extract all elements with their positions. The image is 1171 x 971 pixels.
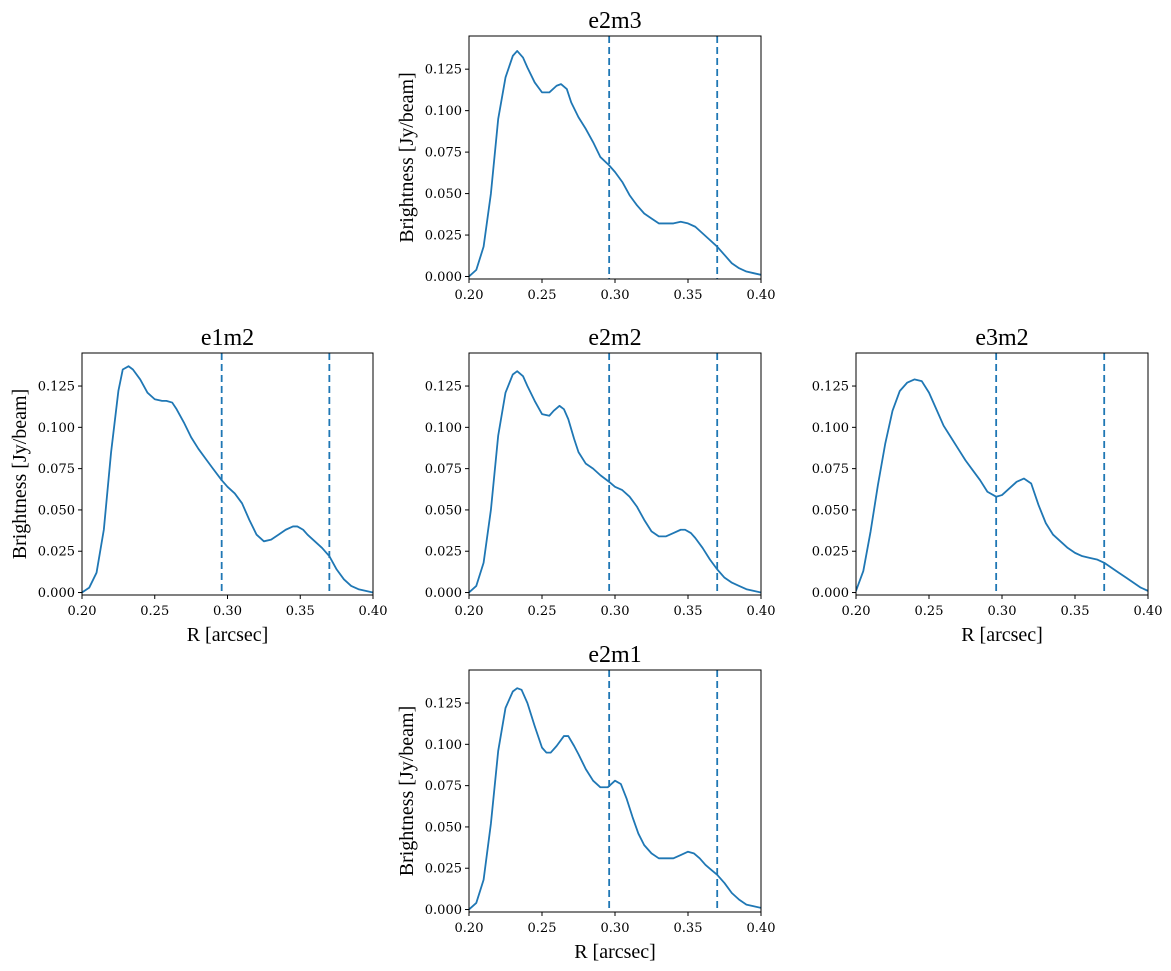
panel-e2m1-xtick-label: 0.25 (528, 921, 557, 936)
panel-e1m2-xtick-label: 0.30 (213, 604, 242, 619)
panel-e1m2-ytick-label: 0.025 (38, 545, 75, 560)
panel-e1m2-title: e1m2 (201, 325, 254, 351)
panel-e1m2-xtick-label: 0.40 (359, 604, 388, 619)
panel-e2m2-ytick-label: 0.000 (425, 586, 462, 601)
panel-e2m2-xtick-label: 0.20 (455, 604, 484, 619)
panel-e2m3-series-line (469, 50, 761, 278)
panel-e2m3-ytick-label: 0.075 (425, 146, 462, 161)
panel-e1m2-xtick-label: 0.20 (68, 604, 97, 619)
panel-e2m2-ytick-label: 0.125 (425, 380, 462, 395)
panel-e2m1-xtick-label: 0.30 (601, 921, 630, 936)
panel-e2m1-xtick-label: 0.20 (455, 921, 484, 936)
panel-e2m2-ytick-label: 0.100 (425, 421, 462, 436)
panel-e3m2-title: e3m2 (975, 325, 1028, 351)
panel-e3m2-ytick-label: 0.025 (812, 545, 849, 560)
panel-e1m2-ytick-label: 0.100 (38, 421, 75, 436)
panel-e2m2-xtick-label: 0.25 (528, 604, 557, 619)
panel-e1m2-ylabel: Brightness [Jy/beam] (9, 389, 31, 560)
panel-e2m1-xlabel: R [arcsec] (574, 941, 656, 963)
panel-e2m1-series-line (469, 687, 761, 911)
panel-e3m2-xtick-label: 0.30 (988, 604, 1017, 619)
panel-e2m3-xtick-label: 0.20 (455, 288, 484, 303)
panel-e1m2-ytick-label: 0.125 (38, 380, 75, 395)
panel-e2m1-title: e2m1 (588, 642, 641, 668)
panel-e2m3-xtick-label: 0.25 (528, 288, 557, 303)
panel-e3m2-ytick-label: 0.125 (812, 380, 849, 395)
panel-e2m3-ytick-label: 0.100 (425, 104, 462, 119)
panel-e3m2: e3m2 0.20 0.25 0.30 0.35 0.40 0.000 0.025 0.050 0… (812, 325, 1163, 646)
panel-e1m2-ytick-label: 0.000 (38, 586, 75, 601)
panel-e1m2-ytick-label: 0.050 (38, 503, 75, 518)
panel-e2m1-ylabel: Brightness [Jy/beam] (396, 706, 418, 877)
panel-e2m3-xtick-label: 0.30 (601, 288, 630, 303)
panel-e2m3-ytick-label: 0.000 (425, 270, 462, 285)
panel-e3m2-series-line (856, 378, 1148, 592)
panel-e2m2-xtick-label: 0.30 (601, 604, 630, 619)
panel-e2m1-ytick-label: 0.000 (425, 903, 462, 918)
panel-e2m3-xtick-label: 0.35 (674, 288, 703, 303)
panel-e2m2-xtick-label: 0.40 (747, 604, 776, 619)
panel-e2m2-xtick-label: 0.35 (674, 604, 703, 619)
panel-e1m2-series-line (82, 365, 373, 594)
panel-e2m2-series-line (469, 370, 761, 594)
panel-e1m2: e1m2 0.20 0.25 0.30 0.35 0.40 0.000 0.025 0.050 0… (9, 325, 387, 646)
panel-e2m1-ytick-label: 0.100 (425, 738, 462, 753)
panel-e2m3-xtick-label: 0.40 (747, 288, 776, 303)
panel-e3m2-xlabel: R [arcsec] (961, 624, 1043, 646)
panel-e2m2-ytick-label: 0.075 (425, 462, 462, 477)
panel-e2m2-ytick-label: 0.025 (425, 545, 462, 560)
panel-e1m2-ytick-label: 0.075 (38, 462, 75, 477)
panel-e2m3-ytick-label: 0.025 (425, 229, 462, 244)
panel-e2m3-title: e2m3 (588, 8, 641, 34)
panel-e2m1-ytick-label: 0.125 (425, 697, 462, 712)
panel-e3m2-xtick-label: 0.35 (1061, 604, 1090, 619)
panel-e2m1-ytick-label: 0.050 (425, 820, 462, 835)
panel-e3m2-xtick-label: 0.25 (915, 604, 944, 619)
panel-e2m1-xtick-label: 0.40 (747, 921, 776, 936)
panel-e2m1: e2m1 0.20 0.25 0.30 0.35 0.40 0.000 0.025 0.050 0… (396, 642, 775, 963)
panel-e2m1-xtick-label: 0.35 (674, 921, 703, 936)
panel-e3m2-ytick-label: 0.075 (812, 462, 849, 477)
panel-e2m2: e2m2 0.20 0.25 0.30 0.35 0.40 0.000 0.025 0.050 0… (425, 325, 776, 619)
panel-e2m1-ytick-label: 0.075 (425, 779, 462, 794)
panel-e3m2-ytick-label: 0.050 (812, 503, 849, 518)
panel-e2m1-ytick-label: 0.025 (425, 862, 462, 877)
panel-e1m2-xtick-label: 0.35 (286, 604, 315, 619)
panel-e1m2-xtick-label: 0.25 (140, 604, 169, 619)
panel-e3m2-ytick-label: 0.000 (812, 586, 849, 601)
panel-e2m3-ytick-label: 0.125 (425, 63, 462, 78)
panel-e2m2-ytick-label: 0.050 (425, 503, 462, 518)
panel-e2m3: e2m3 0.20 0.25 0.30 0.35 0.40 0.000 0.025 0.050 0… (396, 8, 775, 303)
panel-e2m3-ylabel: Brightness [Jy/beam] (396, 72, 418, 243)
panel-e3m2-ytick-label: 0.100 (812, 421, 849, 436)
panel-e3m2-xtick-label: 0.40 (1134, 604, 1163, 619)
panel-e2m3-ytick-label: 0.050 (425, 187, 462, 202)
panel-e1m2-xlabel: R [arcsec] (187, 624, 269, 646)
panel-e2m2-title: e2m2 (588, 325, 641, 351)
panel-e3m2-xtick-label: 0.20 (842, 604, 871, 619)
